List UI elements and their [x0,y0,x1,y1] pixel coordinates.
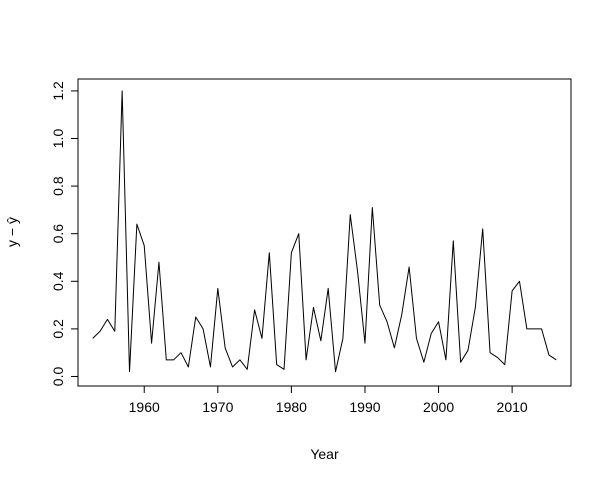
y-tick-label: 0.4 [50,271,66,291]
y-axis-title: y − ŷ [4,217,20,247]
y-tick-label: 1.0 [50,129,66,149]
x-tick-label: 1990 [349,399,380,415]
y-tick-label: 0.6 [50,224,66,244]
x-tick-label: 1970 [202,399,233,415]
y-tick-label: 0.0 [50,367,66,387]
x-axis: 1960 1970 1980 1990 2000 2010 [129,385,528,415]
x-tick-label: 2010 [497,399,528,415]
y-tick-label: 0.2 [50,319,66,339]
x-tick-label: 2000 [423,399,454,415]
x-tick-label: 1960 [129,399,160,415]
y-axis: 0.0 0.2 0.4 0.6 0.8 1.0 1.2 [50,81,79,387]
data-points [92,90,558,373]
x-tick-label: 1980 [276,399,307,415]
y-tick-label: 1.2 [50,81,66,101]
y-tick-label: 0.8 [50,176,66,196]
x-axis-title: Year [310,446,339,462]
series-line [92,90,557,373]
